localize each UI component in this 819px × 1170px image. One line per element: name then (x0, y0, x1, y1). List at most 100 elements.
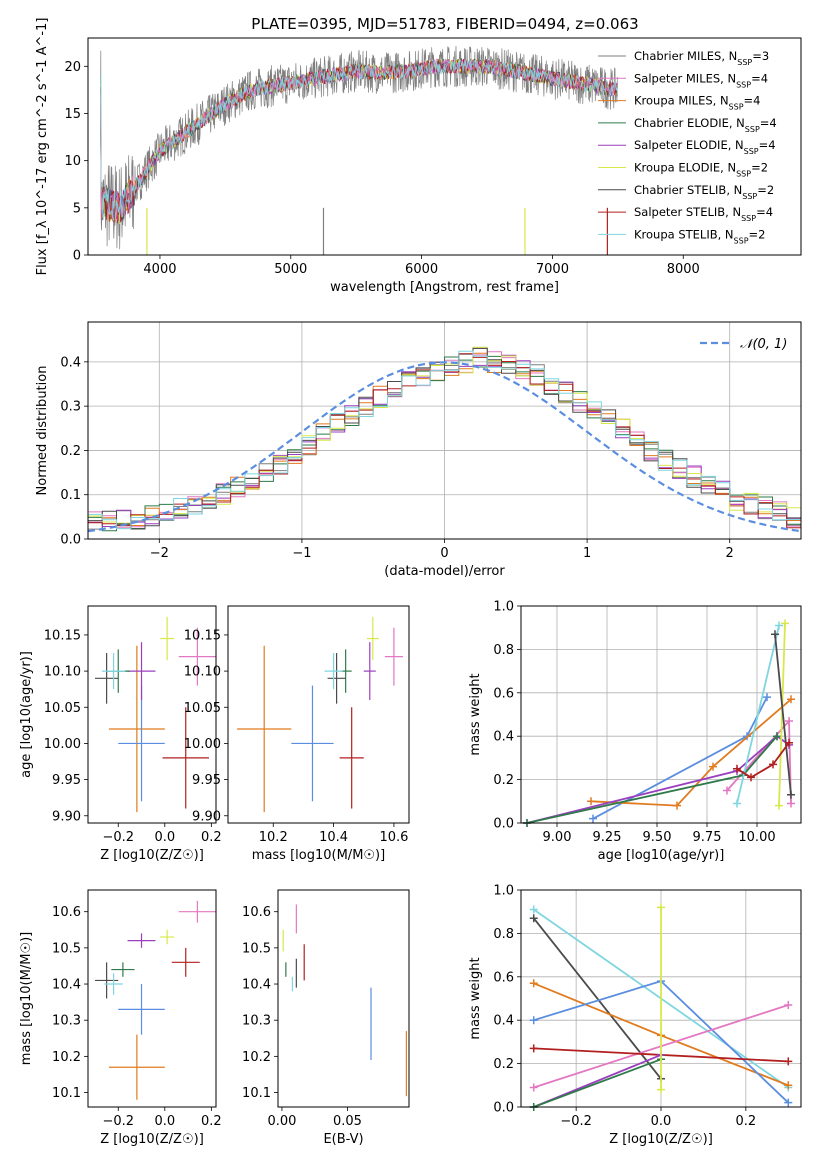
spectrum-line (100, 58, 619, 221)
x-tick-label: 0.2 (201, 830, 222, 845)
series-marker (529, 1016, 538, 1025)
error-point (237, 645, 292, 813)
x-tick-label: 0.05 (333, 1114, 362, 1129)
x-axis-label: mass [log10(M/M☉)] (252, 848, 385, 863)
y-tick-label: 9.90 (52, 809, 81, 824)
error-point (118, 685, 165, 802)
legend-sub: SSP (742, 191, 757, 200)
error-point (94, 962, 119, 999)
legend-sub: SSP (741, 214, 756, 223)
legend-label: 𝒩(0, 1) (740, 337, 787, 352)
legend-label: Chabrier ELODIE, NSSP=4 (634, 116, 777, 133)
x-axis-label: wavelength [Angstrom, rest frame] (330, 280, 559, 295)
series-line (774, 634, 792, 795)
y-tick-label: 9.95 (192, 773, 221, 788)
legend-tail: =3 (752, 49, 769, 63)
series-marker (673, 801, 681, 810)
x-tick-label: 10.4 (319, 830, 348, 845)
legend-label: Chabrier MILES, NSSP=3 (634, 49, 769, 67)
y-axis-label: mass [log10(M/M☉)] (19, 932, 34, 1065)
series-marker (529, 1044, 538, 1053)
y-tick-label: 0.4 (493, 1014, 514, 1029)
y-tick-label: 15 (64, 107, 81, 122)
y-tick-label: 0.0 (60, 533, 81, 548)
axes-frame (87, 605, 217, 824)
y-axis-label: mass weight (468, 673, 483, 755)
series-marker (723, 786, 731, 795)
y-tick-label: 0.6 (493, 686, 514, 701)
y-tick-label: 1.0 (493, 884, 514, 899)
x-tick-label: −0.2 (560, 1114, 592, 1129)
weight-series (529, 914, 665, 1083)
series-marker (773, 732, 781, 741)
y-tick-label: 0.0 (493, 817, 514, 832)
y-tick-label: 10.4 (52, 978, 81, 993)
axes-7: −0.2 0.0 0.2 0.0 0.2 0.4 0.6 0.8 1.0 Z [log10(Z/Z… (468, 884, 802, 1147)
axes-4: 9.00 9.25 9.50 9.75 10.00 0.0 0.2 0.4 0.6 0.8 1.0 a… (468, 600, 802, 863)
x-tick-label: 6000 (405, 262, 438, 277)
series-marker (529, 1083, 538, 1092)
x-tick-label: 9.25 (593, 830, 622, 845)
y-tick-label: 10.15 (184, 628, 221, 643)
x-tick-label: −0.2 (102, 1114, 134, 1129)
y-tick-label: 9.90 (192, 809, 221, 824)
x-tick-label: 0.0 (651, 1114, 672, 1129)
y-tick-label: 0.4 (493, 730, 514, 745)
y-tick-label: 10.15 (44, 628, 81, 643)
y-tick-label: 0.8 (493, 643, 514, 658)
y-axis-label: mass weight (468, 957, 483, 1039)
axes-6: 0.00 0.05 10.1 10.2 10.3 10.4 10.5 10.6 E(B-V) (242, 889, 410, 1147)
series-line (736, 742, 790, 779)
x-axis-label: (data-model)/error (384, 564, 505, 579)
x-tick-label: −2 (150, 546, 169, 561)
y-axis-label: Flux [f_λ 10^-17 erg cm^-2 s^-1 A^-1] (35, 18, 50, 276)
y-tick-label: 10.5 (52, 941, 81, 956)
series-marker (529, 914, 538, 923)
axes-frame (520, 889, 802, 1108)
legend-sub: SSP (737, 58, 752, 67)
legend-tail: =4 (751, 71, 768, 85)
spectrum-line (100, 45, 619, 250)
series-marker (781, 619, 789, 628)
axes-5: −0.2 0.0 0.2 10.1 10.2 10.3 10.4 10.5 10.6 Z [log… (19, 889, 222, 1147)
y-tick-label: 10.10 (44, 665, 81, 680)
legend-sub: SSP (745, 124, 760, 133)
y-tick-label: 10.05 (184, 701, 221, 716)
series-marker (784, 1098, 793, 1107)
y-tick-label: 1.0 (493, 600, 514, 615)
axes-frame (227, 605, 410, 824)
y-tick-label: 0.2 (493, 1057, 514, 1072)
series-marker (529, 905, 538, 914)
series-marker (747, 773, 755, 782)
y-tick-label: 10.4 (242, 978, 271, 993)
x-tick-label: 1 (583, 546, 591, 561)
x-tick-label: 9.50 (643, 830, 672, 845)
weight-series (723, 717, 795, 808)
legend-label: Salpeter ELODIE, NSSP=4 (634, 138, 776, 156)
legend-sub: SSP (736, 80, 751, 89)
series-marker (709, 762, 717, 771)
y-tick-label: 10.00 (184, 737, 221, 752)
x-tick-label: 10.6 (379, 830, 408, 845)
series-marker (784, 1081, 793, 1090)
weight-series (657, 903, 665, 1094)
series-marker (763, 693, 771, 702)
error-point (127, 933, 156, 948)
error-point (108, 645, 165, 813)
error-point (291, 685, 334, 802)
legend-tail: =2 (757, 183, 774, 197)
y-tick-label: 0 (73, 249, 81, 264)
error-point (118, 984, 165, 1035)
x-tick-label: 0.2 (736, 1114, 757, 1129)
spectrum-line (100, 58, 618, 224)
series-line (533, 1058, 662, 1108)
x-tick-label: 0.2 (201, 1114, 222, 1129)
legend-label: Salpeter MILES, NSSP=4 (634, 71, 768, 89)
error-point (363, 642, 376, 701)
x-axis-label: Z [log10(Z/Z☉)] (100, 1132, 204, 1147)
error-point (162, 707, 210, 809)
x-tick-label: 2 (726, 546, 734, 561)
error-point (178, 900, 216, 923)
y-tick-label: 10.00 (44, 737, 81, 752)
y-tick-label: 10.10 (184, 665, 221, 680)
